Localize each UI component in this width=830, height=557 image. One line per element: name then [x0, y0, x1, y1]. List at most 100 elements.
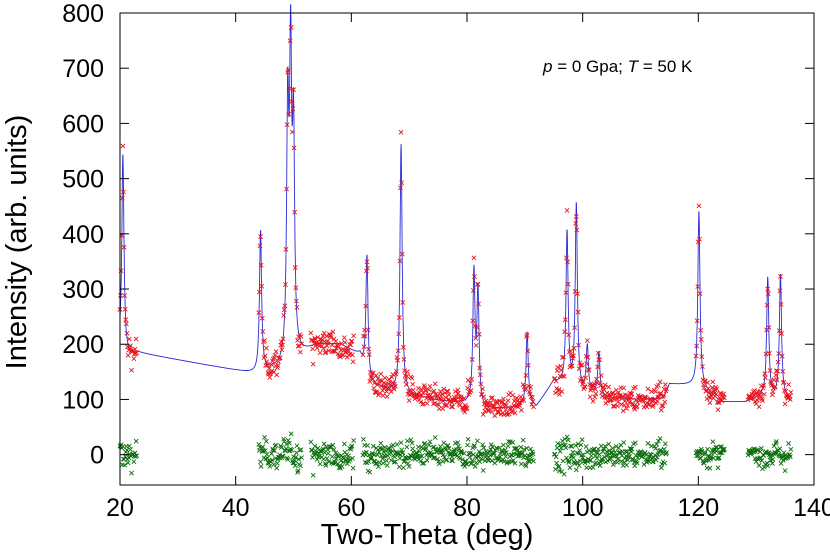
- difference-point: [710, 439, 716, 445]
- observed-point: [528, 384, 534, 390]
- difference-point: [616, 445, 621, 451]
- difference-point: [610, 445, 616, 451]
- difference-point: [607, 457, 613, 463]
- x-tick-label: 100: [562, 494, 604, 522]
- observed-point: [523, 373, 529, 378]
- observed-point: [283, 246, 289, 252]
- difference-point: [573, 467, 579, 473]
- observed-point: [491, 404, 497, 410]
- difference-point: [599, 458, 605, 464]
- observed-point: [655, 394, 661, 400]
- difference-point: [512, 460, 518, 466]
- observed-point: [131, 356, 137, 362]
- observed-point: [566, 332, 572, 338]
- observed-point: [635, 400, 641, 406]
- difference-point: [298, 447, 304, 453]
- observed-point: [462, 409, 468, 415]
- difference-point: [623, 453, 629, 459]
- difference-point: [424, 457, 430, 463]
- difference-point: [274, 465, 280, 471]
- observed-point: [341, 335, 347, 341]
- difference-point: [523, 463, 529, 469]
- difference-point: [705, 446, 711, 452]
- observed-point: [122, 293, 128, 299]
- observed-point: [774, 377, 780, 383]
- observed-point: [400, 300, 406, 305]
- y-tick-label: 100: [62, 386, 104, 414]
- difference-point: [654, 441, 660, 447]
- difference-point: [274, 460, 280, 466]
- observed-point: [123, 321, 129, 327]
- observed-point: [365, 265, 370, 271]
- observed-point: [473, 342, 479, 348]
- observed-point: [705, 386, 711, 391]
- observed-point: [118, 293, 123, 298]
- observed-point: [697, 236, 702, 242]
- observed-point: [362, 333, 368, 339]
- observed-point: [592, 386, 598, 392]
- observed-point: [441, 386, 447, 392]
- difference-point: [260, 444, 266, 450]
- observed-point: [259, 315, 265, 321]
- observed-point: [344, 345, 350, 351]
- difference-point: [573, 443, 579, 448]
- observed-point: [469, 357, 475, 362]
- observed-point: [760, 398, 765, 404]
- observed-point: [582, 384, 588, 390]
- observed-point: [653, 389, 658, 395]
- temperature-symbol: T: [628, 57, 640, 76]
- difference-point: [402, 458, 407, 464]
- observed-point: [292, 265, 298, 270]
- observed-point: [401, 356, 407, 362]
- observed-point: [450, 404, 455, 410]
- observed-point: [592, 394, 598, 400]
- observed-point: [721, 391, 727, 397]
- x-tick-label: 120: [677, 494, 719, 522]
- observed-point: [470, 288, 476, 293]
- observed-point: [764, 302, 770, 308]
- observed-point: [598, 373, 604, 378]
- observed-point: [361, 344, 367, 350]
- observed-point: [290, 106, 296, 112]
- difference-point: [259, 448, 265, 454]
- observed-point: [628, 395, 634, 401]
- observed-point: [698, 327, 704, 333]
- difference-point: [362, 460, 368, 465]
- observed-point: [716, 400, 722, 406]
- observed-point: [126, 336, 132, 342]
- difference-point: [606, 441, 612, 447]
- observed-point: [398, 185, 403, 191]
- difference-point: [503, 449, 509, 455]
- observed-point: [620, 408, 626, 414]
- observed-point: [590, 398, 596, 404]
- observed-point: [465, 385, 470, 391]
- difference-point: [270, 447, 276, 453]
- difference-point: [615, 456, 621, 462]
- observed-point: [524, 332, 530, 338]
- observed-point: [419, 393, 425, 399]
- observed-point: [564, 208, 570, 213]
- difference-point: [552, 451, 558, 457]
- observed-point: [525, 348, 531, 354]
- observed-point: [284, 122, 290, 128]
- difference-point: [258, 459, 263, 465]
- difference-point: [379, 446, 385, 451]
- ticks-layer: 20 40 60 80 100 120 140 0 100 200 300 400 500 600 700 8…: [62, 0, 830, 522]
- difference-point: [487, 452, 493, 458]
- observed-point: [758, 393, 764, 399]
- observed-point: [649, 398, 655, 404]
- observed-point: [649, 389, 654, 394]
- difference-point: [285, 437, 291, 443]
- difference-point: [520, 437, 526, 443]
- observed-point: [767, 350, 772, 356]
- difference-point: [491, 450, 497, 456]
- difference-point: [561, 471, 567, 477]
- observed-point: [658, 390, 664, 396]
- difference-point: [347, 457, 353, 463]
- difference-point: [283, 446, 289, 452]
- observed-point: [563, 290, 569, 296]
- observed-point: [657, 379, 663, 385]
- observed-point: [562, 329, 568, 335]
- difference-point: [449, 454, 455, 460]
- observed-point: [431, 388, 437, 394]
